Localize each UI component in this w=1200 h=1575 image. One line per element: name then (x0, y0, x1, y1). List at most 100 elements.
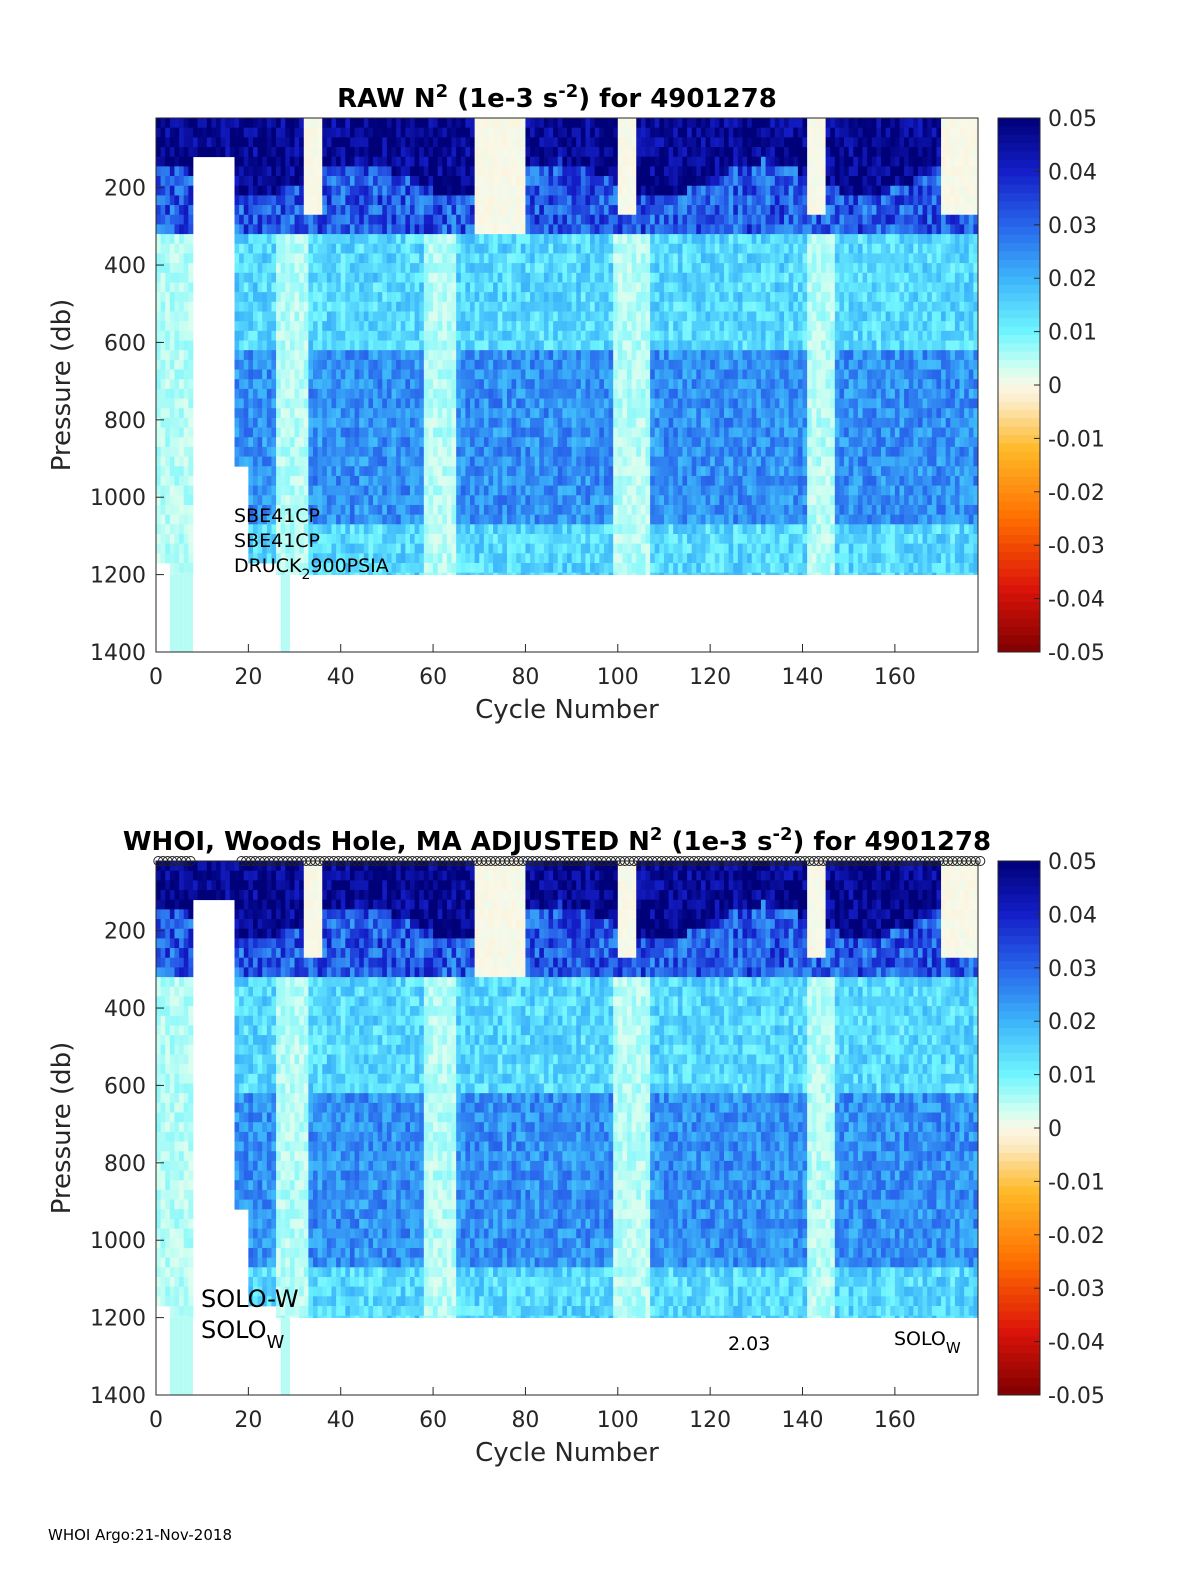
heatmap-cell (423, 572, 429, 575)
heatmap-cell (377, 137, 383, 148)
heatmap-cell (668, 185, 674, 196)
heatmap-cell (156, 369, 162, 380)
heatmap-cell (386, 243, 392, 254)
heatmap-cell (289, 176, 295, 187)
heatmap-cell (345, 475, 351, 486)
heatmap-cell (423, 301, 429, 312)
heatmap-cell (502, 282, 508, 293)
heatmap-cell (271, 214, 277, 225)
heatmap-cell (493, 321, 499, 332)
heatmap-cell (465, 379, 471, 390)
heatmap-cell (608, 311, 614, 322)
heatmap-cell (322, 514, 328, 525)
heatmap-cell (322, 224, 328, 235)
heatmap-cell (548, 282, 554, 293)
heatmap-cell (276, 495, 282, 506)
heatmap-cell (502, 456, 508, 467)
heatmap-cell (285, 524, 291, 535)
heatmap-cell (442, 195, 448, 206)
heatmap-cell (516, 475, 522, 486)
heatmap-cell (257, 533, 263, 545)
heatmap-cell (585, 137, 591, 148)
heatmap-cell (636, 514, 642, 525)
heatmap-cell (442, 214, 448, 225)
heatmap-cell (576, 253, 582, 264)
heatmap-cell (479, 224, 485, 235)
heatmap-cell (359, 311, 365, 322)
heatmap-cell (160, 553, 166, 564)
heatmap-cell (433, 292, 439, 303)
heatmap-cell (234, 137, 240, 148)
heatmap-cell (511, 456, 517, 467)
heatmap-cell (645, 156, 651, 167)
heatmap-cell (317, 456, 323, 467)
heatmap-cell (437, 408, 443, 419)
heatmap-cell (294, 553, 300, 564)
heatmap-cell (493, 127, 499, 138)
heatmap-cell (474, 572, 480, 575)
heatmap-cell (530, 166, 536, 177)
heatmap-cell (391, 195, 397, 206)
heatmap-cell (622, 205, 628, 216)
heatmap-cell (382, 466, 388, 477)
heatmap-cell (331, 156, 337, 167)
heatmap-cell (428, 176, 434, 187)
heatmap-cell (289, 340, 295, 351)
heatmap-cell (659, 214, 665, 225)
heatmap-cell (617, 359, 623, 370)
heatmap-cell (474, 533, 480, 545)
heatmap-cell (188, 156, 194, 167)
heatmap-cell (631, 466, 637, 477)
heatmap-cell (299, 340, 305, 351)
heatmap-cell (386, 446, 392, 457)
heatmap-cell (548, 514, 554, 525)
heatmap-cell (299, 379, 305, 390)
heatmap-cell (257, 340, 263, 351)
heatmap-cell (174, 311, 180, 322)
heatmap-cell (548, 185, 554, 196)
heatmap-cell (266, 301, 272, 312)
heatmap-cell (594, 485, 600, 496)
heatmap-cell (488, 292, 494, 303)
heatmap-cell (525, 321, 531, 332)
heatmap-cell (382, 176, 388, 187)
heatmap-cell (525, 301, 531, 312)
heatmap-cell (294, 118, 300, 129)
heatmap-cell (239, 446, 245, 457)
heatmap-cell (169, 137, 175, 148)
heatmap-cell (460, 282, 466, 293)
heatmap-cell (331, 417, 337, 428)
heatmap-cell (460, 533, 466, 545)
heatmap-cell (276, 408, 282, 419)
heatmap-cell (511, 504, 517, 516)
heatmap-cell (520, 234, 526, 245)
heatmap-cell (377, 243, 383, 254)
heatmap-cell (234, 205, 240, 216)
heatmap-cell (488, 524, 494, 535)
heatmap-cell (534, 234, 540, 245)
heatmap-cell (276, 340, 282, 351)
heatmap-cell (188, 166, 194, 177)
heatmap-cell (419, 408, 425, 419)
heatmap-cell (654, 350, 660, 361)
heatmap-cell (419, 234, 425, 245)
heatmap-cell (631, 282, 637, 293)
heatmap-cell (174, 553, 180, 564)
heatmap-cell (285, 543, 291, 554)
heatmap-cell (340, 330, 346, 341)
heatmap-cell (460, 321, 466, 332)
heatmap-cell (299, 214, 305, 225)
heatmap-cell (294, 330, 300, 341)
heatmap-cell (663, 417, 669, 428)
heatmap-cell (483, 234, 489, 245)
heatmap-cell (562, 311, 568, 322)
heatmap-cell (428, 214, 434, 225)
heatmap-cell (640, 417, 646, 428)
heatmap-cell (539, 195, 545, 206)
heatmap-cell (585, 272, 591, 283)
heatmap-cell (322, 495, 328, 506)
heatmap-cell (377, 147, 383, 158)
heatmap-cell (617, 118, 623, 129)
heatmap-cell (359, 127, 365, 138)
heatmap-cell (460, 147, 466, 158)
